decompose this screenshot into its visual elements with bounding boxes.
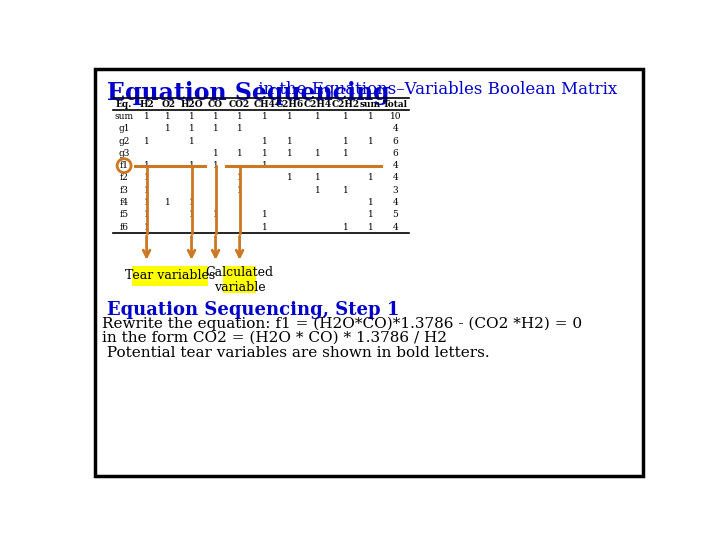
Text: 1: 1 [237,149,243,158]
Text: 1: 1 [189,124,194,133]
Text: in the Equations–Variables Boolean Matrix: in the Equations–Variables Boolean Matri… [253,81,617,98]
Text: 10: 10 [390,112,401,121]
Text: 1: 1 [237,124,243,133]
Text: 1: 1 [368,223,374,232]
Text: CH4: CH4 [253,99,275,109]
Text: Eq.: Eq. [116,99,132,109]
Text: 1: 1 [212,149,218,158]
Text: Equation Sequencing: Equation Sequencing [107,81,390,105]
Text: 1: 1 [189,198,194,207]
Text: 1: 1 [315,149,320,158]
Text: 1: 1 [144,112,150,121]
Text: 1: 1 [368,211,374,219]
Text: 1: 1 [189,112,194,121]
Text: f6: f6 [120,223,129,232]
Text: 1: 1 [166,198,171,207]
Text: C2H6: C2H6 [276,99,304,109]
Text: 4: 4 [392,173,398,183]
Text: 1: 1 [343,223,348,232]
Text: 1: 1 [212,211,218,219]
Text: 1: 1 [315,112,320,121]
Text: f3: f3 [120,186,129,195]
Text: g1: g1 [118,124,130,133]
Text: 1: 1 [343,137,348,146]
Text: 1: 1 [144,173,150,183]
Text: 5: 5 [392,211,398,219]
Text: 1: 1 [343,112,348,121]
Text: 1: 1 [261,137,267,146]
Text: 1: 1 [261,223,267,232]
Text: 1: 1 [212,124,218,133]
Text: 1: 1 [212,112,218,121]
Text: Total: Total [383,99,408,109]
FancyBboxPatch shape [132,266,208,286]
Text: 1: 1 [287,149,293,158]
Text: f1: f1 [120,161,129,170]
Text: 1: 1 [166,124,171,133]
Text: g3: g3 [118,149,130,158]
Text: 1: 1 [261,112,267,121]
Text: Potential tear variables are shown in bold letters.: Potential tear variables are shown in bo… [102,346,490,360]
Text: Rewrite the equation: f1 = (H2O*CO)*1.3786 - (CO2 *H2) = 0: Rewrite the equation: f1 = (H2O*CO)*1.37… [102,316,582,331]
Text: 1: 1 [237,173,243,183]
Text: 6: 6 [392,149,398,158]
Text: f2: f2 [120,173,129,183]
Text: 4: 4 [392,198,398,207]
Text: g2: g2 [118,137,130,146]
Text: 1: 1 [368,137,374,146]
Text: 1: 1 [343,149,348,158]
Text: 1: 1 [237,186,243,195]
Text: O2: O2 [161,99,176,109]
Text: 1: 1 [212,161,218,170]
Text: 4: 4 [392,223,398,232]
Text: 4: 4 [392,124,398,133]
Text: sum: sum [360,99,381,109]
Text: 1: 1 [261,149,267,158]
Text: 1: 1 [144,223,150,232]
Text: 1: 1 [144,137,150,146]
Text: 1: 1 [261,161,267,170]
Text: 1: 1 [144,161,150,170]
Text: 1: 1 [315,173,320,183]
Text: 1: 1 [315,186,320,195]
Text: 3: 3 [392,186,398,195]
Text: 1: 1 [261,211,267,219]
Text: sum: sum [114,112,134,121]
Text: 1: 1 [343,186,348,195]
Text: 1: 1 [144,198,150,207]
Text: 6: 6 [392,137,398,146]
Text: C2H2: C2H2 [332,99,360,109]
Text: 4: 4 [392,161,398,170]
Text: Calculated
variable: Calculated variable [205,266,274,294]
Text: C2H4: C2H4 [304,99,332,109]
Text: 1: 1 [237,112,243,121]
Text: 1: 1 [368,198,374,207]
FancyBboxPatch shape [223,266,256,294]
Text: 1: 1 [287,137,293,146]
Text: 1: 1 [189,161,194,170]
Text: CO: CO [208,99,223,109]
Text: 1: 1 [144,211,150,219]
Text: 1: 1 [368,112,374,121]
Text: 1: 1 [166,112,171,121]
Text: 1: 1 [144,186,150,195]
Text: Tear variables: Tear variables [125,269,215,282]
Text: f4: f4 [120,198,129,207]
Text: 1: 1 [189,137,194,146]
Text: Equation Sequencing, Step 1: Equation Sequencing, Step 1 [107,301,400,319]
Text: H2: H2 [139,99,154,109]
Text: in the form CO2 = (H2O * CO) * 1.3786 / H2: in the form CO2 = (H2O * CO) * 1.3786 / … [102,330,447,345]
Text: 1: 1 [287,112,293,121]
Text: H2O: H2O [180,99,203,109]
Text: 1: 1 [189,211,194,219]
Text: 1: 1 [368,173,374,183]
Text: f5: f5 [120,211,129,219]
Text: 1: 1 [287,173,293,183]
Text: CO2: CO2 [229,99,251,109]
